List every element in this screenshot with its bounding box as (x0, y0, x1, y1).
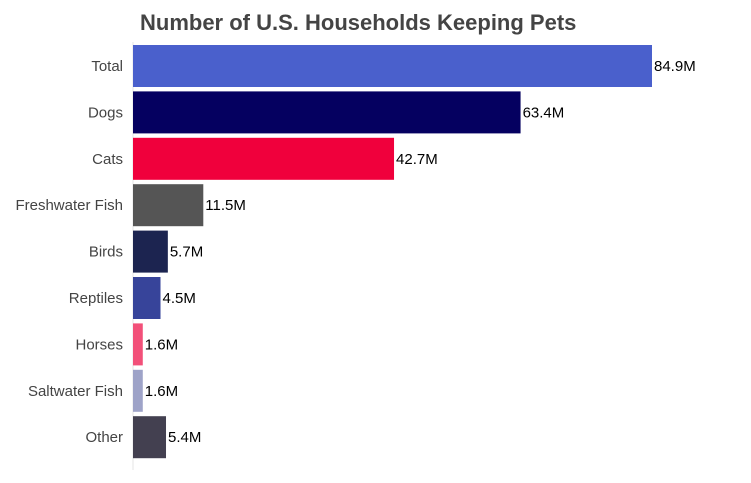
data-label: 63.4M (523, 104, 565, 121)
category-label: Horses (75, 336, 123, 353)
bar-reptiles (133, 277, 161, 319)
data-label: 1.6M (145, 336, 178, 353)
chart-title: Number of U.S. Households Keeping Pets (140, 10, 576, 35)
category-label: Reptiles (69, 290, 123, 307)
data-label: 42.7M (396, 151, 438, 168)
bar-birds (133, 230, 168, 273)
category-label: Birds (89, 244, 123, 261)
data-label: 4.5M (163, 290, 196, 307)
bar-other (133, 416, 167, 459)
bar-freshwater-fish (133, 184, 204, 227)
bar-total (133, 45, 652, 87)
data-label: 1.6M (145, 383, 178, 400)
bar-dogs (133, 91, 521, 134)
category-label: Dogs (88, 104, 123, 121)
category-label: Cats (92, 151, 123, 168)
data-label: 84.9M (654, 58, 696, 75)
category-label: Saltwater Fish (28, 383, 123, 400)
category-label: Freshwater Fish (15, 197, 123, 214)
category-label: Total (91, 58, 123, 75)
bar-horses (133, 323, 143, 366)
bar-saltwater-fish (133, 369, 143, 412)
category-label: Other (85, 429, 123, 446)
data-label: 5.4M (168, 429, 201, 446)
data-label: 11.5M (205, 197, 246, 214)
data-label: 5.7M (170, 244, 203, 261)
bar-cats (133, 137, 395, 180)
